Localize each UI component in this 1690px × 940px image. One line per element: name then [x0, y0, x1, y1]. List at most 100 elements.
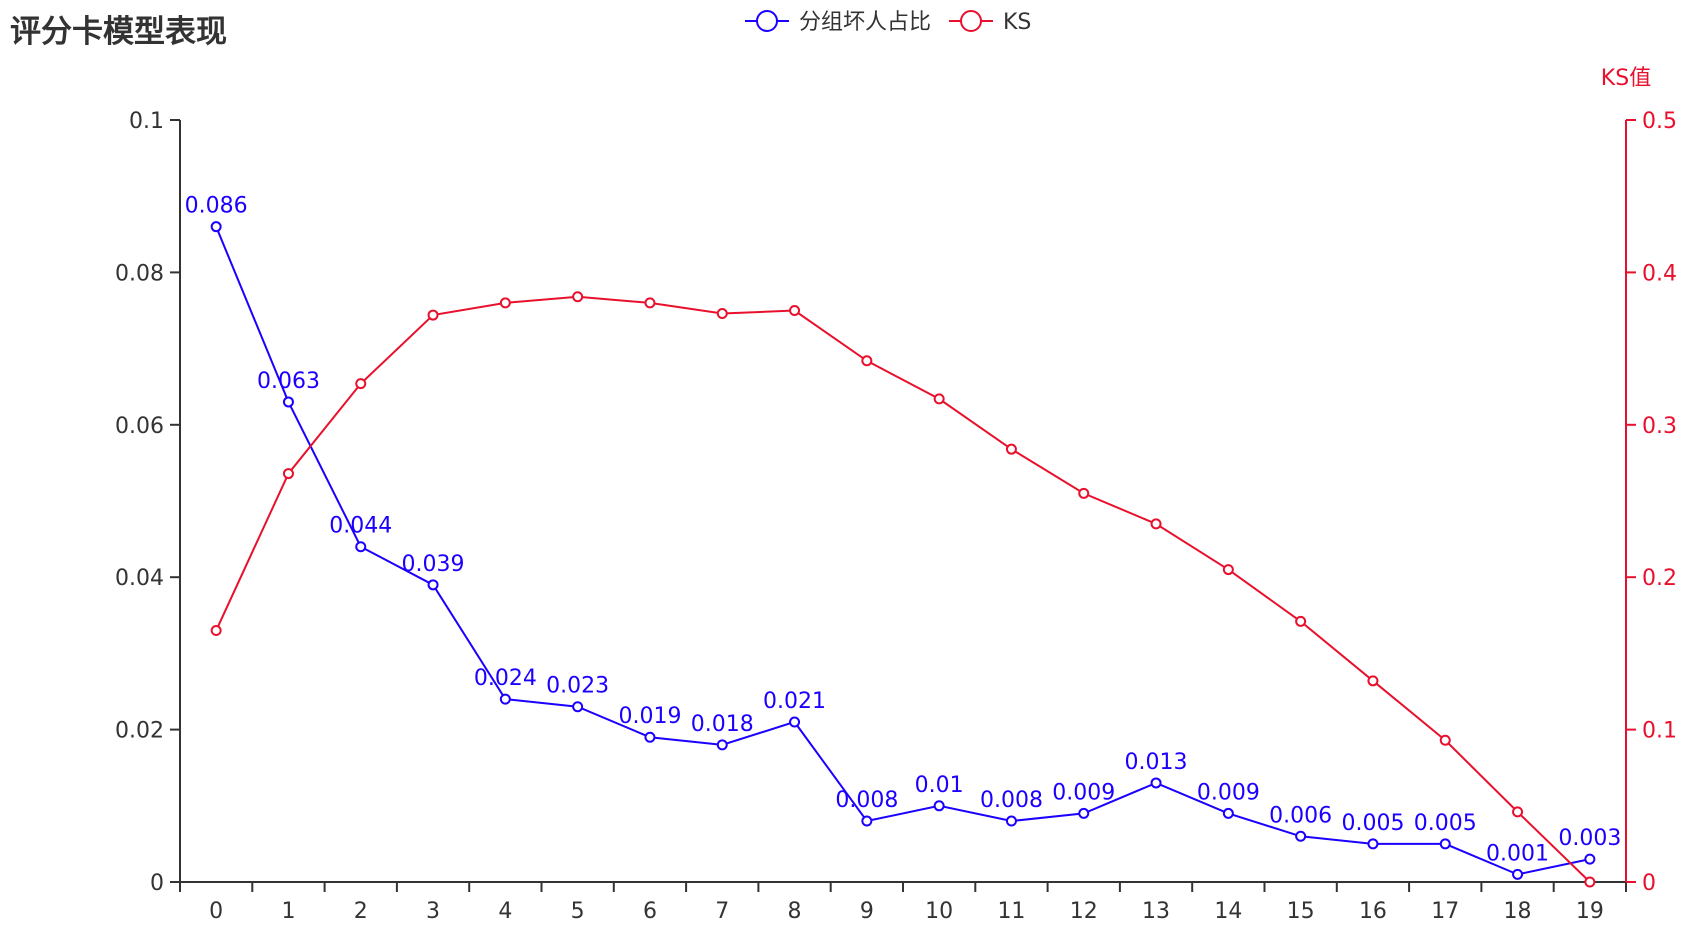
- ks-point: [861, 355, 873, 367]
- ks-point: [933, 393, 945, 405]
- bad-rate-point: [1150, 777, 1162, 789]
- ks-point: [1439, 734, 1451, 746]
- bad-rate-point: [1078, 807, 1090, 819]
- ks-point: [427, 309, 439, 321]
- x-tick-label: 16: [1359, 899, 1387, 924]
- bad-rate-data-label: 0.018: [691, 712, 754, 737]
- bad-rate-data-label: 0.003: [1558, 826, 1621, 851]
- bad-rate-point: [210, 221, 222, 233]
- x-tick-label: 6: [643, 899, 657, 924]
- bad-rate-point: [1584, 853, 1596, 865]
- bad-rate-data-label: 0.006: [1269, 803, 1332, 828]
- legend-item-bad-rate[interactable]: 分组坏人占比: [745, 10, 931, 35]
- ks-point: [282, 468, 294, 480]
- y-left-tick-label: 0.08: [115, 261, 164, 286]
- bad-rate-point: [427, 579, 439, 591]
- bad-rate-data-label: 0.024: [474, 666, 537, 691]
- ks-point: [499, 297, 511, 309]
- x-tick-label: 9: [860, 899, 874, 924]
- x-tick-label: 3: [426, 899, 440, 924]
- ks-point: [1512, 806, 1524, 818]
- y-left-tick-label: 0.06: [115, 414, 164, 439]
- bad-rate-point: [789, 716, 801, 728]
- y-right-tick-label: 0.4: [1642, 261, 1677, 286]
- ks-point: [716, 308, 728, 320]
- bad-rate-data-label: 0.009: [1197, 780, 1260, 805]
- ks-point: [1005, 443, 1017, 455]
- bad-rate-data-label: 0.039: [402, 552, 465, 577]
- bad-rate-data-label: 0.021: [763, 689, 826, 714]
- x-tick-label: 18: [1504, 899, 1532, 924]
- ks-point: [1078, 487, 1090, 499]
- series-line-ks: [215, 295, 1591, 883]
- bad-rate-data-label: 0.008: [980, 788, 1043, 813]
- bad-rate-data-label: 0.013: [1125, 750, 1188, 775]
- chart-title: 评分卡模型表现: [10, 14, 227, 50]
- y-left-tick-label: 0.04: [115, 566, 164, 591]
- series-line-bad-rate: [215, 226, 1591, 876]
- x-tick-label: 12: [1070, 899, 1098, 924]
- x-tick-label: 17: [1431, 899, 1459, 924]
- legend-label: KS: [1003, 10, 1031, 35]
- bad-rate-point: [933, 800, 945, 812]
- ks-point: [1222, 564, 1234, 576]
- bad-rate-point: [282, 396, 294, 408]
- bad-rate-point: [355, 541, 367, 553]
- bad-rate-point: [1005, 815, 1017, 827]
- ks-point: [210, 625, 222, 637]
- legend-item-ks[interactable]: KS: [949, 10, 1031, 35]
- bad-rate-data-label: 0.023: [546, 674, 609, 699]
- y-left-tick-label: 0.1: [129, 109, 164, 134]
- bad-rate-point: [644, 731, 656, 743]
- ks-point: [789, 305, 801, 316]
- x-tick-label: 5: [571, 899, 585, 924]
- bad-rate-data-label: 0.009: [1052, 780, 1115, 805]
- legend-marker-icon: [960, 10, 982, 32]
- axes: 0 1 2 3 4 5 6 7 8 9 10 11 12 13 14 15 16 17 18 1900.020.040…: [115, 66, 1677, 924]
- y-right-tick-label: 0.5: [1642, 109, 1677, 134]
- y-right-tick-label: 0.3: [1642, 414, 1677, 439]
- ks-point: [1584, 876, 1596, 888]
- x-tick-label: 7: [715, 899, 729, 924]
- y-left-tick-label: 0.02: [115, 719, 164, 744]
- ks-point: [1150, 518, 1162, 530]
- legend[interactable]: 分组坏人占比 KS: [745, 10, 1031, 35]
- bad-rate-point: [1512, 868, 1524, 880]
- bad-rate-point: [1222, 807, 1234, 819]
- bad-rate-data-label: 0.001: [1486, 841, 1549, 866]
- bad-rate-data-label: 0.005: [1341, 811, 1404, 836]
- x-tick-label: 13: [1142, 899, 1170, 924]
- x-tick-label: 8: [788, 899, 802, 924]
- ks-point: [1295, 615, 1307, 627]
- bad-rate-point: [861, 815, 873, 827]
- series-layer: 0.086 0.063 0.044 0.039 0.024 0.023 0.019 0.018…: [185, 194, 1621, 888]
- x-tick-label: 10: [925, 899, 953, 924]
- x-tick-label: 0: [209, 899, 223, 924]
- legend-label: 分组坏人占比: [799, 10, 931, 35]
- x-tick-label: 11: [997, 899, 1025, 924]
- x-tick-label: 1: [281, 899, 295, 924]
- bad-rate-data-label: 0.063: [257, 369, 320, 394]
- y-right-axis-name: KS值: [1601, 66, 1651, 91]
- bad-rate-data-label: 0.01: [915, 773, 964, 798]
- bad-rate-point: [1367, 838, 1379, 850]
- bad-rate-point: [1295, 830, 1307, 842]
- ks-point: [572, 291, 584, 303]
- bad-rate-point: [716, 739, 728, 751]
- bad-rate-point: [572, 701, 584, 713]
- bad-rate-point: [499, 693, 511, 705]
- bad-rate-data-label: 0.086: [185, 194, 248, 219]
- bad-rate-point: [1439, 838, 1451, 850]
- ks-point: [1367, 675, 1379, 687]
- x-tick-label: 14: [1214, 899, 1242, 924]
- x-tick-label: 2: [354, 899, 368, 924]
- ks-point: [355, 378, 367, 390]
- y-right-tick-label: 0.2: [1642, 566, 1677, 591]
- y-right-tick-label: 0.1: [1642, 719, 1677, 744]
- bad-rate-data-label: 0.019: [618, 704, 681, 729]
- y-right-tick-label: 0: [1642, 871, 1656, 896]
- x-tick-label: 15: [1287, 899, 1315, 924]
- y-left-tick-label: 0: [150, 871, 164, 896]
- ks-point: [644, 297, 656, 309]
